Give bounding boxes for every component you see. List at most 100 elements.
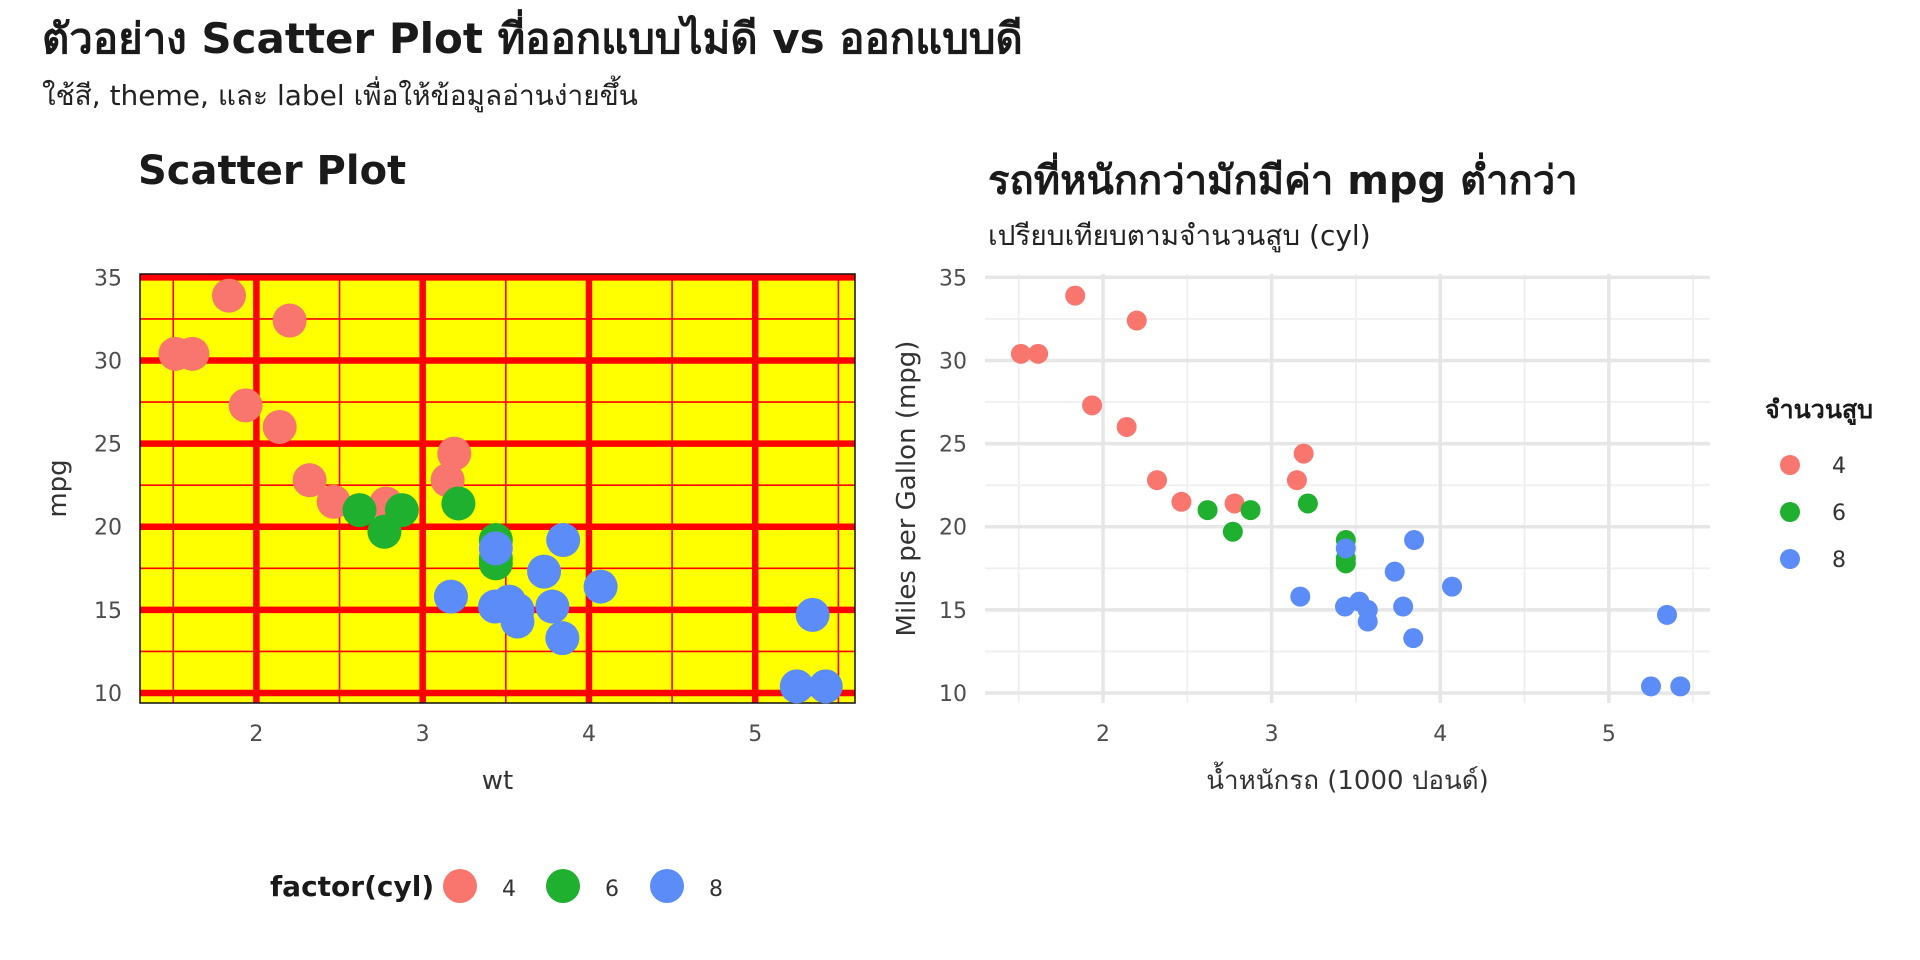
x-tick-label: 5 [748, 722, 762, 747]
data-point-cyl-4 [1146, 470, 1167, 491]
plot-background [140, 274, 855, 703]
data-point-cyl-8 [1640, 676, 1661, 697]
legend-bottom: factor(cyl) 4 6 8 [270, 869, 723, 903]
data-point-cyl-4 [272, 303, 307, 338]
data-point-cyl-4 [316, 484, 351, 519]
x-tick-label: 4 [1433, 722, 1447, 747]
data-point-cyl-6 [1297, 493, 1318, 514]
data-point-cyl-4 [1126, 310, 1147, 331]
data-point-cyl-4 [1065, 285, 1086, 306]
y-tick-label: 35 [939, 266, 967, 291]
data-point-cyl-8 [795, 597, 830, 632]
y-tick-label: 35 [94, 266, 122, 291]
bad-scatter-plot: 2 3 4 5 10 15 20 25 30 35 wt mpg factor(cyl) 4 6 8 [43, 266, 856, 903]
data-point-cyl-8 [1357, 599, 1378, 620]
data-point-cyl-4 [228, 388, 263, 423]
legend-key-8 [1780, 549, 1800, 569]
data-point-cyl-4 [211, 278, 246, 313]
y-tick-label: 15 [939, 599, 967, 624]
x-tick-label: 2 [1096, 722, 1110, 747]
data-point-cyl-8 [1384, 561, 1405, 582]
data-point-cyl-4 [1171, 491, 1192, 512]
y-tick-label: 30 [94, 349, 122, 374]
data-point-cyl-4 [1028, 343, 1049, 364]
x-axis-label: น้ำหนักรถ (1000 ปอนด์) [1206, 761, 1489, 796]
plot-border [139, 273, 856, 704]
data-point-cyl-4 [1286, 470, 1307, 491]
data-point-cyl-4 [262, 409, 297, 444]
legend-label-4: 4 [1832, 454, 1846, 479]
data-point-cyl-8 [545, 621, 580, 656]
y-tick-label: 10 [939, 682, 967, 707]
data-point-cyl-8 [500, 592, 535, 627]
data-point-cyl-8 [1657, 604, 1678, 625]
data-point-cyl-8 [1334, 596, 1355, 617]
x-tick-label: 3 [1265, 722, 1279, 747]
data-point-cyl-8 [779, 669, 814, 704]
data-point-cyl-6 [1197, 500, 1218, 521]
main-title: ตัวอย่าง Scatter Plot ที่ออกแบบไม่ดี vs … [42, 14, 1023, 63]
y-tick-label: 10 [94, 682, 122, 707]
data-point-cyl-8 [808, 669, 843, 704]
x-tick-label: 5 [1602, 722, 1616, 747]
data-point-cyl-8 [546, 523, 581, 558]
y-tick-label: 30 [939, 349, 967, 374]
legend-key-4 [443, 869, 477, 903]
data-point-cyl-6 [1335, 553, 1356, 574]
data-point-cyl-8 [478, 531, 513, 566]
data-point-cyl-4 [1082, 395, 1103, 416]
data-point-cyl-8 [1393, 596, 1414, 617]
data-point-cyl-6 [342, 493, 377, 528]
data-point-cyl-6 [1222, 521, 1243, 542]
legend-key-8 [650, 869, 684, 903]
y-tick-label: 15 [94, 599, 122, 624]
data-point-cyl-4 [437, 436, 472, 471]
y-tick-label: 25 [94, 433, 122, 458]
data-point-cyl-8 [1335, 538, 1356, 559]
data-point-cyl-4 [1224, 493, 1245, 514]
y-tick-label: 20 [94, 516, 122, 541]
data-point-cyl-4 [1010, 343, 1031, 364]
data-point-cyl-4 [292, 463, 327, 498]
good-scatter-plot: 2 3 4 5 10 15 20 25 30 35 น้ำหนักรถ (1000 ปอนด์) Mi… [892, 266, 1873, 796]
legend-label-6: 6 [1832, 501, 1846, 526]
x-tick-label: 2 [249, 722, 263, 747]
legend-title: factor(cyl) [270, 870, 434, 903]
right-panel-subtitle: เปรียบเทียบตามจำนวนสูบ (cyl) [988, 219, 1371, 252]
legend-key-6 [546, 869, 580, 903]
data-point-cyl-6 [441, 486, 476, 521]
data-point-cyl-8 [1442, 576, 1463, 597]
data-point-cyl-8 [1290, 586, 1311, 607]
x-tick-label: 4 [582, 722, 596, 747]
data-point-cyl-8 [527, 554, 562, 589]
x-tick-label: 3 [416, 722, 430, 747]
data-point-cyl-6 [1240, 500, 1261, 521]
data-point-cyl-4 [1293, 443, 1314, 464]
legend-title: จำนวนสูบ [1765, 395, 1873, 426]
legend-right: จำนวนสูบ 4 6 8 [1765, 395, 1873, 573]
data-point-cyl-8 [535, 589, 570, 624]
legend-label-4: 4 [502, 877, 516, 902]
y-tick-label: 20 [939, 516, 967, 541]
y-axis-label: mpg [43, 459, 73, 517]
data-point-cyl-8 [1404, 530, 1425, 551]
data-point-cyl-8 [1670, 676, 1691, 697]
y-tick-label: 25 [939, 433, 967, 458]
y-axis-label: Miles per Gallon (mpg) [892, 341, 922, 637]
data-point-cyl-4 [1116, 416, 1137, 437]
main-subtitle: ใช้สี, theme, และ label เพื่อให้ข้อมูลอ่… [42, 79, 638, 112]
x-axis-label: wt [482, 766, 513, 796]
legend-key-6 [1780, 502, 1800, 522]
data-point-cyl-8 [1403, 628, 1424, 649]
legend-label-8: 8 [1832, 548, 1846, 573]
legend-label-8: 8 [709, 877, 723, 902]
right-panel-title: รถที่หนักกว่ามักมีค่า mpg ต่ำกว่า [988, 158, 1578, 204]
data-point-cyl-4 [158, 336, 193, 371]
left-panel-title: Scatter Plot [138, 148, 407, 194]
legend-label-6: 6 [605, 877, 619, 902]
legend-key-4 [1780, 455, 1800, 475]
data-point-cyl-6 [367, 514, 402, 549]
data-point-cyl-8 [583, 569, 618, 604]
data-point-cyl-8 [433, 579, 468, 614]
